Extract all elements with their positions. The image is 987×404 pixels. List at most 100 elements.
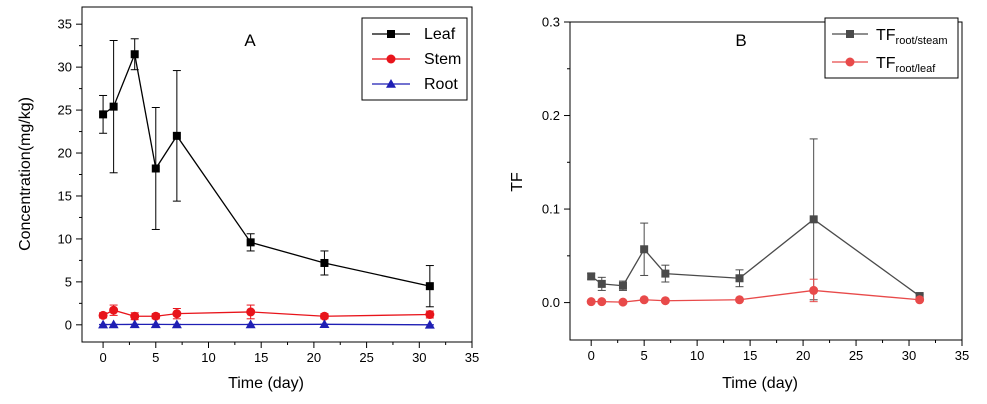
data-point-stem-4	[172, 309, 182, 319]
data-point-leaf-7	[425, 282, 434, 291]
data-point-root-4	[171, 319, 182, 329]
legend-marker-stem	[386, 54, 396, 64]
x-tick-label-b-3: 15	[743, 348, 757, 363]
x-tick-label-a-2: 10	[201, 350, 215, 365]
series-line-leaf	[102, 51, 430, 287]
data-point-leaf-6	[320, 258, 329, 267]
y-tick-label-a-6: 30	[58, 60, 72, 75]
series-line-tf-root-steam	[590, 218, 921, 297]
legend-marker-root	[386, 79, 396, 88]
data-point-tf-root-leaf-3	[639, 295, 649, 305]
data-point-leaf-5	[246, 238, 255, 247]
data-point-stem-3	[151, 311, 161, 321]
chart-panel-a: A Time (day) Concentration(mg/kg) 0 5 10 15…	[17, 6, 480, 392]
legend-a: Leaf Stem Root	[361, 17, 468, 101]
x-tick-label-b-0: 0	[588, 348, 595, 363]
legend-marker-tf-root-steam	[846, 30, 854, 38]
data-point-tf-root-leaf-7	[915, 295, 925, 305]
data-point-tf-root-steam-0	[587, 272, 596, 281]
data-point-tf-root-leaf-2	[618, 297, 628, 307]
data-point-tf-root-steam-3	[640, 245, 649, 254]
legend-label-root: Root	[424, 76, 458, 93]
x-axis-title-b: Time (day)	[722, 375, 798, 392]
data-point-leaf-3	[151, 164, 160, 173]
data-point-leaf-2	[130, 50, 139, 59]
legend-label-tf-root-leaf-sub: root/leaf	[896, 63, 937, 75]
data-point-tf-root-leaf-5	[735, 295, 745, 305]
data-point-stem-7	[425, 310, 435, 320]
y-tick-label-a-7: 35	[58, 17, 72, 32]
legend-marker-tf-root-leaf	[845, 57, 855, 67]
chart-panel-b: B Time (day) TF 0 5 10 15 20 25 30 350.00.10.20…	[509, 15, 969, 393]
y-tick-label-a-3: 15	[58, 188, 72, 203]
legend-label-tf-root-steam-sub: root/steam	[896, 35, 948, 47]
data-point-tf-root-steam-6	[809, 215, 818, 224]
legend-label-tf-root-leaf: TFroot/leaf	[876, 55, 936, 75]
x-tick-label-b-5: 25	[849, 348, 863, 363]
panel-label-b: B	[735, 31, 746, 50]
data-point-tf-root-leaf-1	[597, 297, 607, 307]
y-tick-label-a-5: 25	[58, 103, 72, 118]
x-tick-label-a-5: 25	[359, 350, 373, 365]
data-point-tf-root-leaf-0	[586, 297, 596, 307]
legend-label-stem: Stem	[424, 51, 461, 68]
y-tick-label-a-0: 0	[65, 317, 72, 332]
y-axis-title-a: Concentration(mg/kg)	[17, 97, 34, 251]
x-tick-label-b-6: 30	[902, 348, 916, 363]
legend-label-tf-root-steam-main: TF	[876, 27, 896, 44]
x-tick-label-a-3: 15	[254, 350, 268, 365]
data-point-tf-root-steam-2	[618, 281, 627, 290]
x-tick-label-b-7: 35	[955, 348, 969, 363]
legend-items-a	[372, 30, 410, 88]
data-point-stem-5	[246, 307, 256, 317]
x-axis-title-a: Time (day)	[228, 375, 304, 392]
data-point-root-3	[150, 319, 161, 329]
data-point-tf-root-leaf-4	[660, 296, 670, 306]
data-point-stem-6	[319, 311, 329, 321]
y-tick-label-a-4: 20	[58, 146, 72, 161]
data-point-tf-root-steam-5	[735, 274, 744, 283]
y-tick-label-b-2: 0.2	[542, 108, 560, 123]
data-point-tf-root-steam-1	[597, 279, 606, 288]
panel-label-a: A	[244, 31, 256, 50]
data-point-tf-root-leaf-6	[809, 285, 819, 295]
legend-label-tf-root-leaf-main: TF	[876, 55, 896, 72]
y-tick-label-b-0: 0.0	[542, 295, 560, 310]
legend-box-b	[824, 17, 959, 79]
series-layer-a	[98, 38, 435, 329]
x-tick-label-a-7: 35	[465, 350, 479, 365]
y-tick-label-b-3: 0.3	[542, 15, 560, 30]
data-point-root-2	[129, 319, 140, 329]
plot-area-b	[569, 21, 963, 341]
legend-label-tf-root-steam: TFroot/steam	[876, 27, 948, 47]
x-tick-label-a-6: 30	[412, 350, 426, 365]
data-point-leaf-4	[172, 131, 181, 140]
data-point-stem-0	[98, 310, 108, 320]
data-point-tf-root-steam-4	[661, 269, 670, 278]
data-point-stem-1	[109, 305, 119, 315]
series-layer-b	[586, 138, 925, 307]
x-tick-label-b-4: 20	[796, 348, 810, 363]
data-point-leaf-1	[109, 102, 118, 111]
data-point-root-5	[245, 319, 256, 329]
legend-items-b	[832, 30, 868, 67]
legend-b: TFroot/steam TFroot/leaf	[824, 17, 959, 79]
axis-ticks-b: 0 5 10 15 20 25 30 35 0.0 0.1 0.2 0.3	[542, 15, 969, 364]
y-tick-label-b-1: 0.1	[542, 202, 560, 217]
x-tick-label-b-2: 10	[690, 348, 704, 363]
legend-marker-leaf	[387, 30, 395, 38]
y-tick-label-a-2: 10	[58, 231, 72, 246]
data-point-root-7	[424, 319, 435, 329]
x-tick-label-a-0: 0	[99, 350, 106, 365]
data-point-leaf-0	[99, 110, 108, 119]
data-point-root-1	[108, 319, 119, 329]
axis-ticks-a: 0 5 10 15 20 25 30 35 0 5 10 15 20 25 30 35	[58, 17, 480, 365]
x-tick-label-a-1: 5	[152, 350, 159, 365]
legend-label-leaf: Leaf	[424, 26, 456, 43]
y-tick-label-a-1: 5	[65, 274, 72, 289]
data-point-stem-2	[130, 311, 140, 321]
x-tick-label-b-1: 5	[641, 348, 648, 363]
data-point-root-6	[319, 319, 330, 329]
data-point-root-0	[98, 319, 109, 329]
